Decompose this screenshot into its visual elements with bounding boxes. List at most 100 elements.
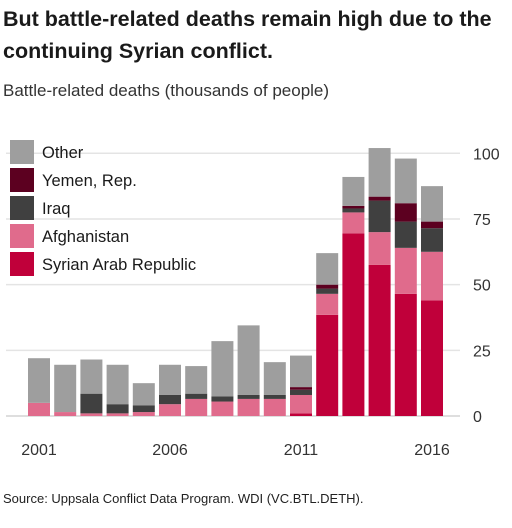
bar-stack-2010 [263,362,286,416]
bar-iraq-2005 [132,405,155,413]
bar-afghanistan-2010 [263,398,286,416]
bar-other-2002 [54,364,77,413]
x-tick-label: 2016 [414,442,450,459]
bar-iraq-2016 [421,228,443,252]
legend-swatch [10,168,34,192]
y-tick-label: 25 [473,343,491,360]
legend-item-syrian-arab-republic: Syrian Arab Republic [10,252,196,276]
bar-iraq-2011 [290,389,312,395]
bar-syrian-arab-republic-2016 [421,300,443,416]
y-tick-label: 0 [473,409,482,426]
bar-afghanistan-2012 [316,293,339,315]
source-note: Source: Uppsala Conflict Data Program. W… [3,491,364,506]
legend: Other Yemen, Rep. Iraq Afghanistan Syrian Ar… [10,140,196,276]
legend-item-iraq: Iraq [10,196,70,220]
bar-other-2016 [421,186,443,222]
bar-stack-2008 [211,341,234,416]
legend-label: Syrian Arab Republic [42,256,196,274]
bar-iraq-2006 [159,394,181,405]
bar-other-2012 [316,253,339,285]
bar-other-2013 [342,176,365,206]
bar-other-2009 [237,325,260,395]
bar-other-2007 [185,366,208,394]
y-tick-label: 100 [473,146,500,163]
bar-afghanistan-2013 [342,212,365,234]
chart-title: But battle-related deaths remain high du… [3,7,492,63]
bar-afghanistan-2011 [290,394,312,414]
bar-iraq-2013 [342,208,365,213]
bar-afghanistan-2002 [54,412,77,416]
bar-afghanistan-2014 [368,232,391,265]
bar-iraq-2004 [106,404,129,414]
x-axis-ticks: 2001 2006 2011 2016 [21,442,450,459]
bar-yemen-rep-2016 [421,221,443,229]
bar-afghanistan-2007 [185,398,208,416]
legend-swatch [10,224,34,248]
legend-item-afghanistan: Afghanistan [10,224,129,248]
y-tick-label: 75 [473,212,491,229]
bar-syrian-arab-republic-2015 [394,293,417,416]
bar-other-2004 [106,364,129,405]
bar-afghanistan-2016 [421,251,443,301]
x-tick-label: 2006 [152,442,188,459]
bar-other-2003 [80,359,103,394]
bar-stack-2006 [159,364,181,416]
bar-other-2001 [28,358,50,403]
bars [28,148,443,416]
bar-syrian-arab-republic-2013 [342,233,365,416]
bar-stack-2005 [132,383,155,416]
legend-label: Other [42,144,84,162]
bar-other-2008 [211,341,234,397]
bar-other-2011 [290,355,312,388]
bar-afghanistan-2006 [159,404,181,416]
bar-other-2005 [132,383,155,406]
bar-other-2010 [263,362,286,395]
bar-afghanistan-2009 [237,398,260,416]
legend-swatch [10,140,34,164]
y-axis-ticks: 0 25 50 75 100 [473,146,500,426]
bar-stack-2004 [106,364,129,416]
bar-iraq-2009 [237,394,260,399]
legend-swatch [10,252,34,276]
bar-syrian-arab-republic-2014 [368,264,391,416]
x-tick-label: 2011 [284,442,319,459]
bar-yemen-rep-2014 [368,196,391,201]
bar-stack-2012 [316,253,339,416]
bar-yemen-rep-2012 [316,284,339,289]
bar-stack-2001 [28,358,50,416]
legend-item-yemen-rep: Yemen, Rep. [10,168,137,192]
bar-stack-2003 [80,359,103,416]
bar-stack-2011 [290,355,312,416]
bar-afghanistan-2003 [80,413,103,416]
bar-yemen-rep-2011 [290,387,312,390]
x-tick-label: 2001 [21,442,57,459]
bar-yemen-rep-2013 [342,205,365,209]
bar-other-2015 [394,158,417,204]
bar-iraq-2015 [394,221,417,248]
legend-swatch [10,196,34,220]
bar-stack-2016 [421,186,443,416]
bar-stack-2002 [54,364,77,416]
bar-stack-2007 [185,366,208,416]
bar-iraq-2003 [80,393,103,414]
bar-other-2006 [159,364,181,395]
legend-label: Iraq [42,200,70,218]
bar-syrian-arab-republic-2011 [290,413,312,416]
legend-label: Yemen, Rep. [42,172,137,190]
bar-afghanistan-2001 [28,402,50,416]
legend-label: Afghanistan [42,228,129,246]
y-tick-label: 50 [473,278,491,295]
bar-iraq-2007 [185,393,208,399]
bar-afghanistan-2008 [211,401,234,416]
bar-yemen-rep-2015 [394,203,417,222]
bar-afghanistan-2015 [394,247,417,294]
bar-stack-2014 [368,148,391,416]
legend-item-other: Other [10,140,84,164]
bar-syrian-arab-republic-2012 [316,314,339,416]
bar-stack-2013 [342,176,365,416]
bar-iraq-2008 [211,396,234,402]
bar-iraq-2010 [263,394,286,399]
bar-iraq-2012 [316,288,339,294]
bar-iraq-2014 [368,200,391,233]
